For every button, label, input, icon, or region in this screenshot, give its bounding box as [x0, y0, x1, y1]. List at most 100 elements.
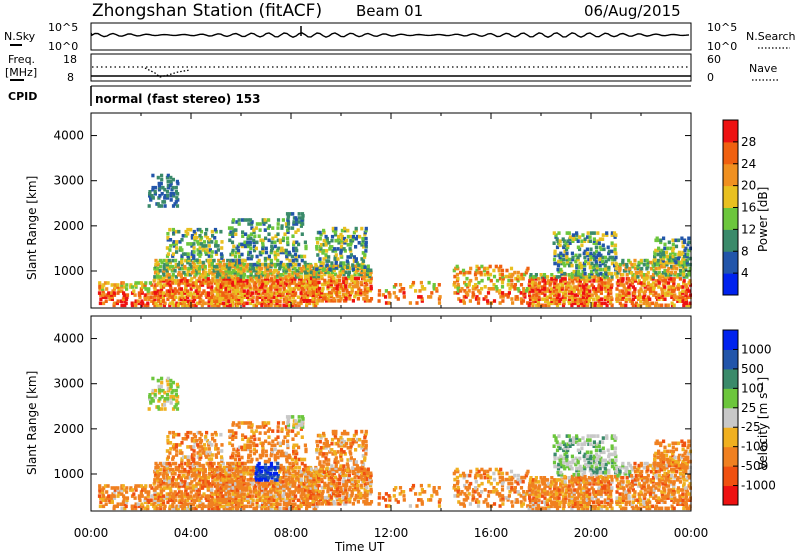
power-cell-2213	[501, 276, 505, 281]
power-colorbar-tick-0: 28	[741, 135, 756, 149]
velocity-cell-232	[170, 494, 175, 498]
power-cell-1073	[264, 283, 268, 287]
power-cell-995	[249, 264, 253, 269]
power-cell-2426	[565, 285, 569, 289]
power-cell-780	[169, 192, 173, 196]
power-cell-455	[211, 273, 215, 277]
power-cell-1830	[357, 286, 361, 291]
power-cell-616	[165, 254, 170, 258]
power-cell-1714	[330, 278, 334, 283]
velocity-cell-1560	[294, 457, 298, 462]
power-cell-2493	[580, 277, 584, 281]
power-cell-2700	[575, 233, 579, 237]
velocity-cell-312	[187, 496, 191, 500]
velocity-cell-920	[237, 494, 241, 498]
velocity-cell-1603	[301, 417, 305, 421]
power-cell-106	[146, 295, 150, 299]
power-cell-1398	[237, 250, 241, 255]
power-cell-1572	[300, 254, 304, 259]
power-cell-2965	[643, 299, 647, 303]
power-cell-1607	[306, 292, 310, 297]
power-cell-1177	[281, 277, 285, 281]
power-cell-1166	[279, 262, 283, 267]
velocity-cell-441	[206, 461, 210, 466]
power-cell-991	[249, 273, 253, 277]
power-cell-1468	[261, 240, 265, 245]
power-cell-2731	[587, 257, 591, 262]
velocity-cell-1402	[237, 425, 241, 429]
power-cell-2198	[499, 295, 503, 299]
power-cell-2800	[603, 263, 607, 268]
power-cell-1653	[319, 294, 323, 299]
power-cell-1515	[276, 218, 281, 222]
power-cell-299	[184, 283, 188, 287]
power-cell-765	[163, 204, 167, 208]
power-cell-2926	[633, 289, 637, 293]
velocity-cell-1289	[302, 490, 306, 494]
power-cell-107	[146, 291, 150, 295]
velocity-cell-1356	[314, 494, 318, 498]
power-cell-3052	[661, 291, 665, 295]
power-cell-1422	[246, 240, 250, 245]
velocity-cell-1444	[252, 441, 256, 446]
velocity-cell-1370	[228, 441, 232, 446]
power-cell-2632	[556, 267, 560, 272]
power-cell-2900	[627, 279, 632, 283]
velocity-cell-1079	[263, 474, 267, 478]
power-cell-67	[129, 283, 133, 287]
power-cell-385	[198, 275, 202, 279]
velocity-cell-1270	[300, 496, 304, 500]
power-cell-2867	[621, 293, 625, 297]
velocity-cell-989	[249, 480, 253, 484]
velocity-cell-395	[201, 502, 205, 506]
velocity-cell-104	[146, 504, 150, 509]
power-cell-2076	[418, 289, 422, 293]
velocity-cell-1073	[264, 486, 268, 490]
power-cell-1113	[269, 277, 274, 281]
power-cell-3098	[669, 291, 673, 295]
velocity-cell-1145	[276, 484, 280, 488]
power-cell-1249	[293, 271, 297, 275]
power-cell-2116	[459, 289, 463, 293]
power-cell-987	[248, 283, 252, 287]
velocity-cell-1508	[276, 455, 280, 460]
power-cell-841	[222, 285, 226, 289]
power-cell-2207	[501, 295, 505, 299]
power-cell-3039	[657, 281, 661, 285]
power-cell-2883	[625, 291, 629, 295]
velocity-cell-453	[211, 482, 215, 486]
power-cell-377	[199, 293, 203, 297]
velocity-cell-714	[210, 453, 214, 457]
power-cell-1150	[275, 269, 279, 273]
power-cell-1496	[271, 236, 275, 241]
power-cell-2745	[588, 253, 593, 258]
velocity-cell-90	[139, 492, 143, 496]
power-cell-96	[144, 297, 148, 301]
velocity-cell-1564	[295, 443, 299, 448]
power-cell-2269	[525, 287, 530, 291]
power-cell-2359	[549, 301, 553, 306]
power-cell-1064	[264, 303, 268, 308]
velocity-cell-953	[243, 496, 247, 500]
velocity-cell-898	[234, 504, 238, 509]
velocity-cell-665	[190, 439, 194, 443]
velocity-cell-1082	[263, 467, 267, 472]
velocity-cell-1169	[282, 500, 287, 504]
power-cell-281	[179, 279, 183, 283]
velocity-cell-844	[222, 482, 226, 486]
power-cell-3105	[670, 271, 674, 275]
power-cell-787	[173, 202, 177, 206]
power-cell-1650	[314, 264, 318, 269]
noise-left-tick-bottom: 10^0	[48, 40, 78, 53]
power-cell-1556	[291, 226, 295, 230]
power-cell-1520	[278, 240, 282, 245]
power-cell-751	[157, 196, 161, 200]
power-cell-1881	[369, 297, 374, 301]
power-cell-189	[162, 266, 166, 271]
power-cell-3130	[676, 285, 680, 289]
power-cell-1985	[343, 226, 347, 231]
power-cell-3110	[672, 297, 676, 301]
velocity-cell-1572	[300, 457, 304, 462]
power-cell-1069	[264, 293, 268, 297]
power-cell-1926	[324, 241, 328, 245]
